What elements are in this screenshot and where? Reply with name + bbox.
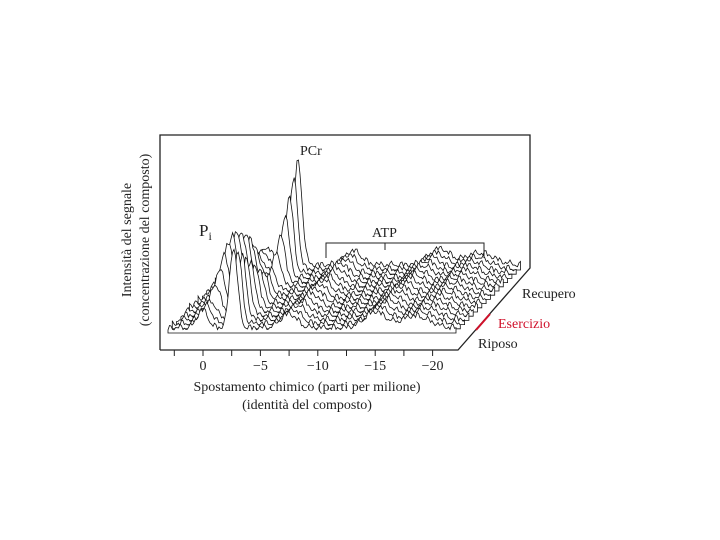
x-tick-label: −15 (364, 359, 386, 374)
peak-label: ATP (372, 226, 397, 241)
series-label: Riposo (478, 337, 518, 352)
x-axis: 0 −5 −10 −15 −20 (173, 350, 444, 374)
peak-label: P (199, 221, 208, 240)
x-axis-label: (identità del composto) (242, 398, 372, 413)
x-tick-label: 0 (200, 359, 207, 374)
frame (159, 134, 531, 351)
spectra (167, 159, 521, 334)
series-label: Esercizio (498, 317, 550, 332)
x-axis-label: Spostamento chimico (parti per milione) (193, 380, 420, 395)
spectrum-trace (171, 251, 461, 330)
x-tick-label: −5 (253, 359, 268, 374)
x-tick-label: −20 (422, 359, 444, 374)
exercise-marker (475, 313, 491, 331)
series-label: Recupero (522, 287, 576, 302)
peak-label: PCr (300, 144, 322, 159)
x-tick-label: −10 (307, 359, 329, 374)
y-axis-label: (concentrazione del composto) (138, 153, 153, 326)
peak-label: Pi (199, 221, 212, 243)
atp-bracket (325, 242, 485, 258)
y-axis-label: Intensità del segnale (120, 183, 135, 297)
spectrum-trace (167, 248, 457, 334)
peak-label: i (208, 229, 212, 243)
